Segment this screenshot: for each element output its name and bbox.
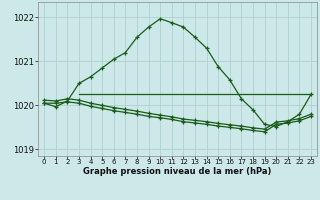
X-axis label: Graphe pression niveau de la mer (hPa): Graphe pression niveau de la mer (hPa) (84, 167, 272, 176)
